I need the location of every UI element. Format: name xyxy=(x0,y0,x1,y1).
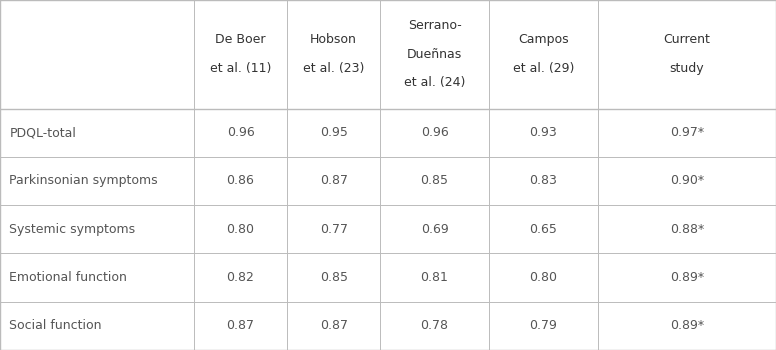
Text: 0.89*: 0.89* xyxy=(670,271,704,284)
Text: 0.80: 0.80 xyxy=(529,271,557,284)
Text: Dueñnas: Dueñnas xyxy=(407,48,462,61)
Text: et al. (23): et al. (23) xyxy=(303,62,365,75)
Text: 0.88*: 0.88* xyxy=(670,223,704,236)
Text: Social function: Social function xyxy=(9,319,102,332)
Text: PDQL-total: PDQL-total xyxy=(9,126,76,139)
Text: 0.96: 0.96 xyxy=(421,126,449,139)
Text: 0.89*: 0.89* xyxy=(670,319,704,332)
Text: 0.82: 0.82 xyxy=(227,271,255,284)
Text: Emotional function: Emotional function xyxy=(9,271,127,284)
Text: 0.77: 0.77 xyxy=(320,223,348,236)
Text: Campos: Campos xyxy=(518,33,569,47)
Text: study: study xyxy=(670,62,704,75)
Text: 0.87: 0.87 xyxy=(320,319,348,332)
Text: 0.96: 0.96 xyxy=(227,126,255,139)
Text: 0.83: 0.83 xyxy=(529,174,557,188)
Text: Serrano-: Serrano- xyxy=(407,19,462,32)
Text: 0.79: 0.79 xyxy=(529,319,557,332)
Text: Hobson: Hobson xyxy=(310,33,357,47)
Text: 0.65: 0.65 xyxy=(529,223,557,236)
Text: 0.69: 0.69 xyxy=(421,223,449,236)
Text: et al. (11): et al. (11) xyxy=(210,62,272,75)
Text: 0.90*: 0.90* xyxy=(670,174,704,188)
Text: 0.93: 0.93 xyxy=(529,126,557,139)
Text: 0.97*: 0.97* xyxy=(670,126,704,139)
Text: et al. (24): et al. (24) xyxy=(404,76,466,90)
Text: 0.80: 0.80 xyxy=(227,223,255,236)
Text: 0.87: 0.87 xyxy=(227,319,255,332)
Text: 0.81: 0.81 xyxy=(421,271,449,284)
Text: 0.86: 0.86 xyxy=(227,174,255,188)
Text: 0.78: 0.78 xyxy=(421,319,449,332)
Text: Parkinsonian symptoms: Parkinsonian symptoms xyxy=(9,174,158,188)
Text: 0.87: 0.87 xyxy=(320,174,348,188)
Text: Systemic symptoms: Systemic symptoms xyxy=(9,223,136,236)
Text: 0.85: 0.85 xyxy=(320,271,348,284)
Text: 0.95: 0.95 xyxy=(320,126,348,139)
Text: Current: Current xyxy=(663,33,710,47)
Text: 0.85: 0.85 xyxy=(421,174,449,188)
Text: et al. (29): et al. (29) xyxy=(512,62,574,75)
Text: De Boer: De Boer xyxy=(215,33,266,47)
